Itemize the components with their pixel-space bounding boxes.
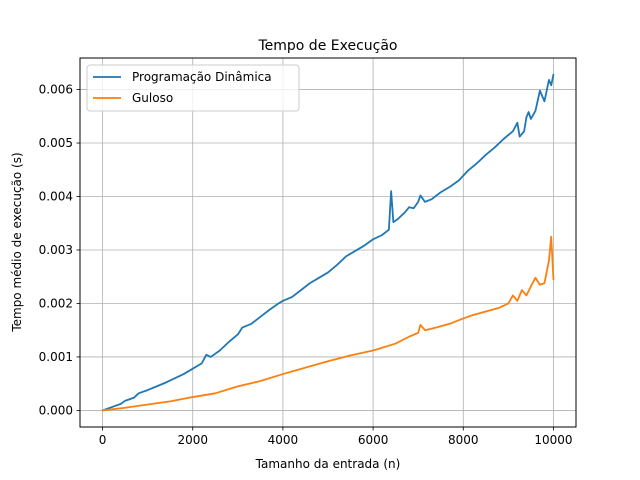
chart-title: Tempo de Execução [257, 38, 397, 54]
x-tick-label: 2000 [177, 433, 208, 447]
y-tick-label: 0.002 [39, 296, 73, 310]
series-layer [101, 73, 555, 412]
series-line-0 [101, 73, 555, 412]
y-tick-label: 0.005 [39, 136, 73, 150]
x-tick-label: 0 [99, 433, 107, 447]
x-tick-label: 4000 [268, 433, 299, 447]
y-tick-label: 0.001 [39, 350, 73, 364]
x-axis-ticks: 0 2000 4000 6000 8000 10000 [99, 427, 573, 447]
legend-label-1: Guloso [132, 91, 173, 105]
y-tick-label: 0.004 [39, 190, 73, 204]
y-axis-ticks: 0.000 0.001 0.002 0.003 0.004 0.005 0.006 [39, 83, 80, 417]
x-tick-label: 8000 [448, 433, 479, 447]
y-tick-label: 0.000 [39, 403, 73, 417]
x-tick-label: 6000 [358, 433, 389, 447]
plot-area [80, 58, 576, 427]
y-tick-label: 0.006 [39, 83, 73, 97]
grid-lines [80, 58, 576, 427]
plot-frame [79, 57, 577, 428]
y-tick-label: 0.003 [39, 243, 73, 257]
x-tick-label: 10000 [534, 433, 572, 447]
legend-label-0: Programação Dinâmica [132, 70, 272, 84]
legend: Programação Dinâmica Guloso [86, 64, 300, 112]
series-line-1 [101, 235, 555, 412]
y-axis-label: Tempo médio de execução (s) [10, 152, 24, 332]
x-axis-label: Tamanho da entrada (n) [255, 457, 401, 471]
legend-box [86, 64, 300, 112]
